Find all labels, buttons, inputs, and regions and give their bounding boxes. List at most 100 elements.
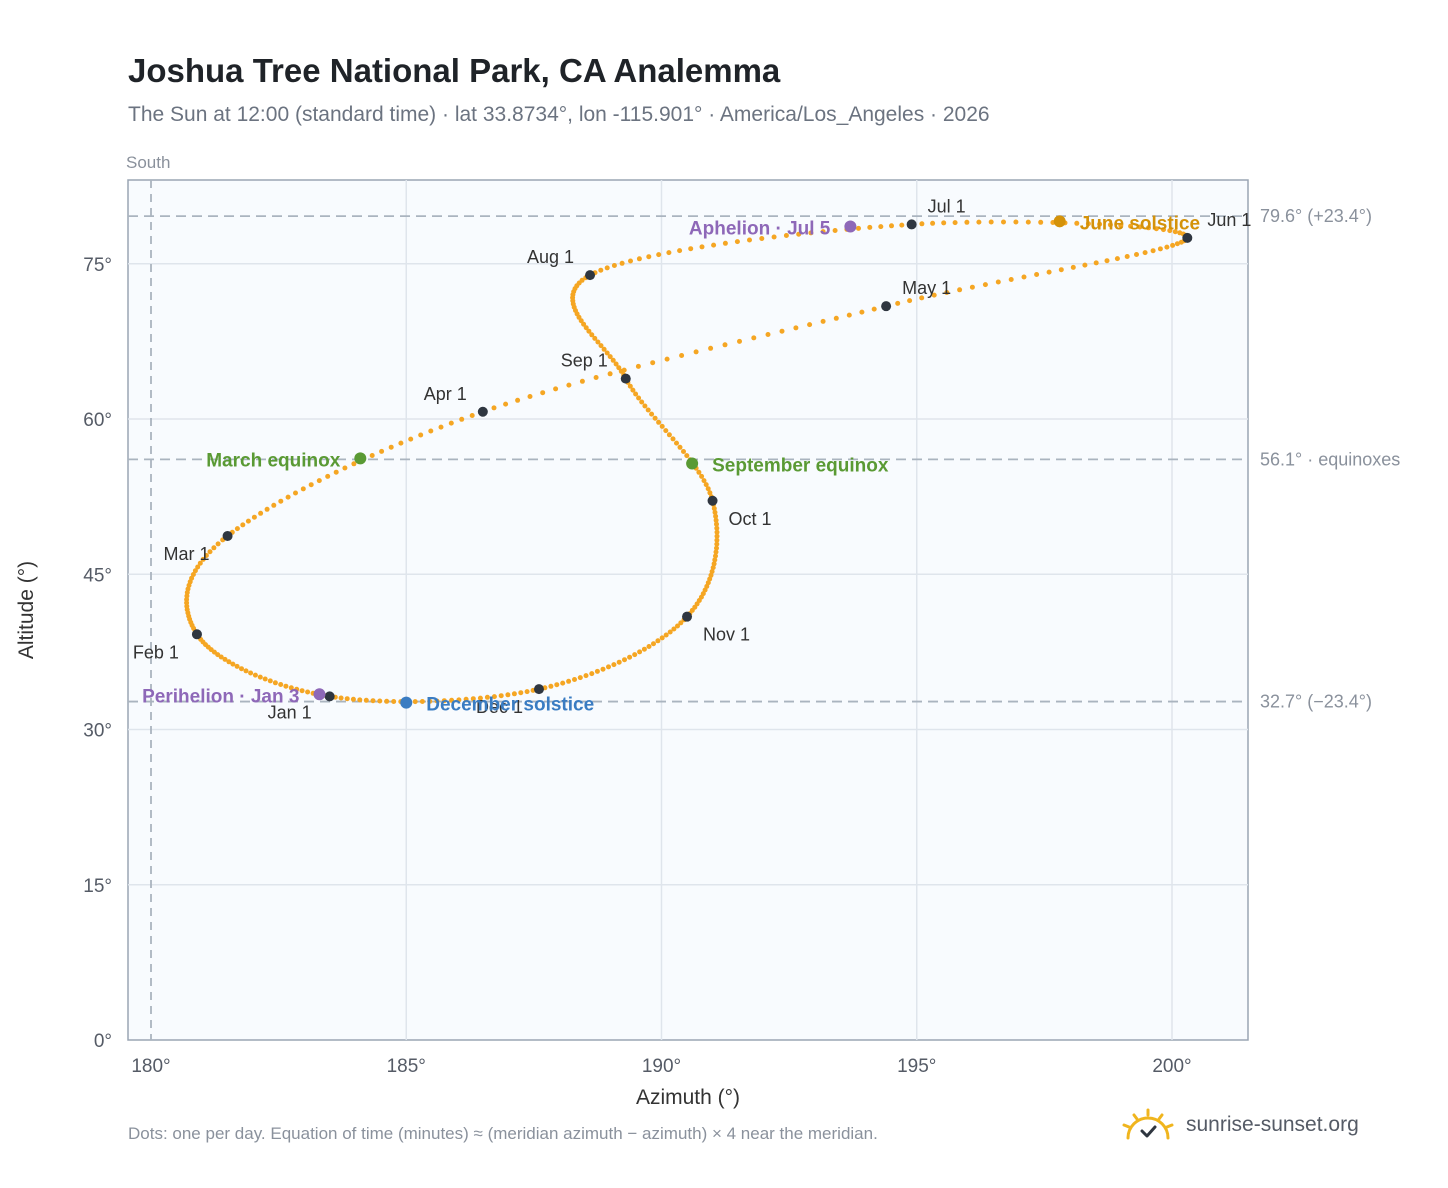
daily-dot: [1058, 267, 1064, 273]
daily-dot: [878, 224, 884, 230]
daily-dot: [434, 698, 440, 704]
daily-dot: [666, 432, 672, 438]
daily-dot: [308, 482, 314, 488]
daily-dot: [616, 659, 622, 665]
event-marker: [844, 220, 857, 233]
daily-dot: [703, 482, 709, 488]
daily-dot: [930, 220, 936, 226]
daily-dot: [611, 263, 617, 268]
daily-dot: [299, 688, 305, 694]
daily-dot: [595, 339, 601, 345]
daily-dot: [583, 673, 589, 679]
daily-dot: [895, 300, 901, 306]
brand[interactable]: sunrise-sunset.org: [1120, 1100, 1359, 1150]
daily-dot: [688, 246, 694, 252]
daily-dot: [408, 436, 414, 442]
daily-dot: [293, 490, 298, 496]
daily-dot: [601, 346, 607, 352]
daily-dot: [636, 395, 642, 401]
daily-dot: [469, 413, 475, 418]
month-marker: [682, 611, 693, 622]
sun-check-icon: [1122, 1108, 1174, 1140]
month-label: Jun 1: [1207, 210, 1251, 230]
x-tick-label: 190°: [642, 1056, 681, 1077]
daily-dot: [288, 685, 294, 691]
daily-dot: [388, 444, 394, 450]
daily-sun-path: [184, 219, 1190, 705]
daily-dot: [671, 626, 677, 632]
daily-dot: [1167, 228, 1173, 234]
daily-dot: [592, 335, 598, 341]
daily-dot: [678, 620, 684, 626]
daily-dot: [515, 397, 521, 403]
daily-dot: [491, 405, 497, 411]
daily-dot: [714, 541, 720, 547]
daily-dot: [645, 407, 651, 413]
daily-dot: [633, 391, 639, 397]
daily-dot: [722, 240, 728, 246]
x-tick-label: 180°: [131, 1056, 170, 1077]
daily-dot: [713, 517, 719, 523]
daily-dot: [1046, 269, 1052, 275]
daily-dot: [1142, 250, 1148, 256]
daily-dot: [222, 656, 228, 662]
daily-dot: [384, 698, 390, 704]
daily-dot: [722, 342, 728, 348]
daily-dot: [589, 671, 595, 677]
daily-dot: [674, 440, 679, 446]
daily-dot: [491, 694, 497, 700]
daily-dot: [192, 568, 198, 574]
month-marker: [585, 270, 596, 281]
daily-dot: [418, 432, 424, 438]
daily-dot: [808, 230, 814, 236]
daily-dot: [234, 526, 240, 532]
daily-dot: [1013, 219, 1019, 225]
event-label: September equinox: [712, 456, 889, 477]
daily-dot: [646, 254, 652, 260]
daily-dot: [747, 237, 752, 243]
daily-dot: [734, 239, 740, 245]
daily-dot: [1074, 220, 1080, 226]
daily-dot: [218, 654, 224, 660]
daily-dot: [604, 265, 610, 271]
daily-dot: [554, 682, 560, 688]
daily-dot: [1034, 272, 1040, 277]
daily-dot: [667, 629, 673, 635]
daily-dot: [708, 345, 714, 351]
daily-dot: [363, 697, 369, 703]
chart-subtitle: The Sun at 12:00 (standard time) · lat 3…: [128, 103, 990, 126]
daily-dot: [1097, 221, 1103, 227]
daily-dot: [1114, 256, 1120, 262]
month-label: May 1: [902, 278, 951, 298]
daily-dot: [503, 401, 509, 407]
daily-dot: [428, 428, 434, 434]
daily-dot: [607, 354, 613, 360]
daily-dot: [619, 260, 625, 266]
daily-dot: [666, 250, 672, 256]
daily-dot: [859, 309, 865, 315]
daily-dot: [518, 690, 524, 696]
daily-dot: [783, 233, 789, 238]
daily-dot: [635, 363, 641, 369]
daily-dot: [709, 569, 715, 574]
daily-dot: [484, 694, 490, 700]
event-marker: [313, 688, 326, 701]
daily-dot: [527, 394, 533, 399]
daily-dot: [988, 219, 994, 225]
daily-dot: [632, 652, 638, 658]
daily-dot: [714, 537, 720, 543]
month-marker: [707, 495, 718, 506]
daily-dot: [579, 378, 585, 384]
daily-dot: [189, 575, 195, 581]
daily-dot: [577, 675, 583, 681]
daily-dot: [919, 295, 925, 301]
daily-dot: [272, 680, 278, 686]
daily-dot: [995, 279, 1001, 285]
daily-dot: [1085, 221, 1091, 227]
daily-dot: [427, 698, 433, 704]
daily-dot: [622, 657, 627, 663]
month-marker: [324, 691, 335, 702]
daily-dot: [190, 572, 196, 577]
daily-dot: [566, 678, 572, 684]
